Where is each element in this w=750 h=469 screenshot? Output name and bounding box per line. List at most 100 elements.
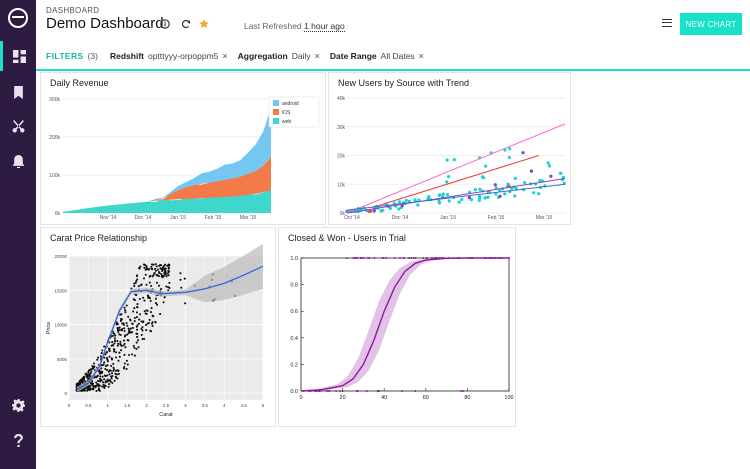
scatter-point (110, 357, 114, 360)
bookmark-icon[interactable] (0, 77, 36, 107)
header: DASHBOARD Demo Dashboard Last Refreshed … (36, 0, 750, 42)
scatter-point (183, 277, 186, 280)
data-point (339, 390, 342, 392)
filter-key-date-range[interactable]: Date Range (329, 50, 377, 61)
scatter-point (180, 286, 183, 289)
scatter-point (101, 364, 104, 367)
data-point (382, 257, 385, 259)
scatter-point (477, 198, 481, 202)
scatter-point (142, 277, 146, 280)
scatter-point (117, 342, 120, 345)
x-axis-label: Carat (159, 412, 173, 418)
scatter-point (372, 208, 376, 213)
scatter-point (82, 378, 85, 381)
new-chart-button[interactable]: NEW CHART (680, 13, 742, 35)
scatter-point (165, 275, 168, 278)
filters-label[interactable]: FILTERS (46, 50, 84, 61)
scatter-point (136, 303, 139, 306)
data-point (341, 390, 344, 392)
refresh-icon[interactable] (181, 19, 191, 29)
x-tick-label: Oct '14 (344, 215, 360, 221)
logo-icon[interactable] (8, 8, 28, 28)
data-point (412, 257, 415, 259)
info-icon[interactable] (160, 19, 170, 29)
dashboard-icon[interactable] (0, 41, 36, 71)
scatter-point (125, 359, 128, 362)
scatter-point (117, 369, 120, 372)
scatter-point (130, 331, 134, 334)
data-point (309, 390, 312, 392)
data-point (414, 257, 417, 259)
scatter-point (103, 374, 106, 377)
scatter-point (108, 347, 111, 350)
scissors-icon[interactable] (0, 111, 36, 141)
scatter-point (143, 299, 146, 302)
data-point (498, 257, 501, 259)
scatter-point (179, 278, 182, 281)
scatter-point (166, 272, 169, 275)
x-tick-label: 80 (464, 395, 470, 401)
scatter-point (145, 309, 148, 312)
data-point (335, 390, 338, 392)
scatter-point (168, 286, 171, 289)
x-tick-label: Feb '15 (205, 215, 222, 221)
breadcrumb[interactable]: DASHBOARD (46, 6, 100, 15)
remove-filter-redshift-icon[interactable]: × (222, 50, 228, 61)
scatter-point (124, 309, 127, 312)
filter-key-aggregation[interactable]: Aggregation (237, 50, 288, 61)
scatter-point (104, 384, 107, 387)
trend-line (346, 123, 566, 214)
menu-icon[interactable] (662, 19, 672, 27)
help-icon[interactable] (0, 425, 36, 455)
data-point (470, 257, 473, 259)
scatter-point (128, 330, 131, 333)
scatter-point (413, 198, 417, 202)
data-point (462, 390, 465, 392)
scatter-point (111, 374, 114, 378)
scatter-point (123, 342, 126, 345)
data-point (365, 390, 368, 392)
scatter-point (113, 337, 116, 340)
scatter-point (104, 381, 107, 384)
filter-value-date-range[interactable]: All Dates (380, 50, 415, 61)
last-refreshed-label: Last Refreshed (244, 21, 302, 31)
scatter-point (116, 326, 119, 330)
gear-icon[interactable] (0, 390, 36, 420)
scatter-point (113, 379, 116, 382)
data-point (345, 257, 348, 259)
scatter-point (99, 375, 102, 378)
legend-swatch (273, 109, 279, 115)
scatter-point (95, 389, 98, 392)
data-point (328, 390, 330, 392)
scatter-point (108, 355, 111, 358)
new-users-panel[interactable]: 0k 10k 20k 30k 40k Oct '14 Dec '14 Jan '15 Feb '… (328, 72, 571, 225)
scatter-point (149, 299, 152, 302)
scatter-point (140, 320, 143, 323)
scatter-point (532, 191, 536, 195)
y-tick-label: 15000 (54, 288, 67, 293)
data-point (362, 257, 365, 259)
scatter-point (184, 302, 187, 305)
scatter-point (116, 323, 119, 326)
scatter-point (167, 274, 170, 277)
scatter-point (460, 197, 464, 202)
remove-filter-date-range-icon[interactable]: × (418, 50, 424, 61)
star-icon[interactable] (199, 19, 209, 29)
scatter-point (367, 209, 371, 214)
carat-price-panel[interactable]: 0 5000 10000 15000 20000 0 0.5 1 1.5 2 2.5 3 3.5 4 4.5… (40, 227, 276, 427)
scatter-point (97, 389, 100, 392)
daily-revenue-panel[interactable]: 0k 100k 200k 300k Nov '14 Dec '14 Jan '15 Feb '… (40, 72, 326, 225)
filter-value-redshift[interactable]: optttyyy-orpoppm5 (147, 50, 219, 61)
scatter-point (101, 349, 104, 352)
filter-value-aggregation[interactable]: Daily (291, 50, 311, 61)
filter-key-redshift[interactable]: Redshift (109, 50, 144, 61)
remove-filter-aggregation-icon[interactable]: × (314, 50, 320, 61)
closed-won-panel[interactable]: 0.0 0.2 0.4 0.6 0.8 1.0 0 20 40 60 80 100 Closed & … (278, 227, 516, 427)
scatter-point (81, 381, 84, 384)
scatter-point (110, 377, 113, 380)
scatter-point (117, 359, 120, 362)
bell-icon[interactable] (0, 146, 36, 176)
scatter-point (139, 265, 142, 268)
confidence-band (295, 258, 515, 391)
scatter-point (129, 327, 132, 330)
